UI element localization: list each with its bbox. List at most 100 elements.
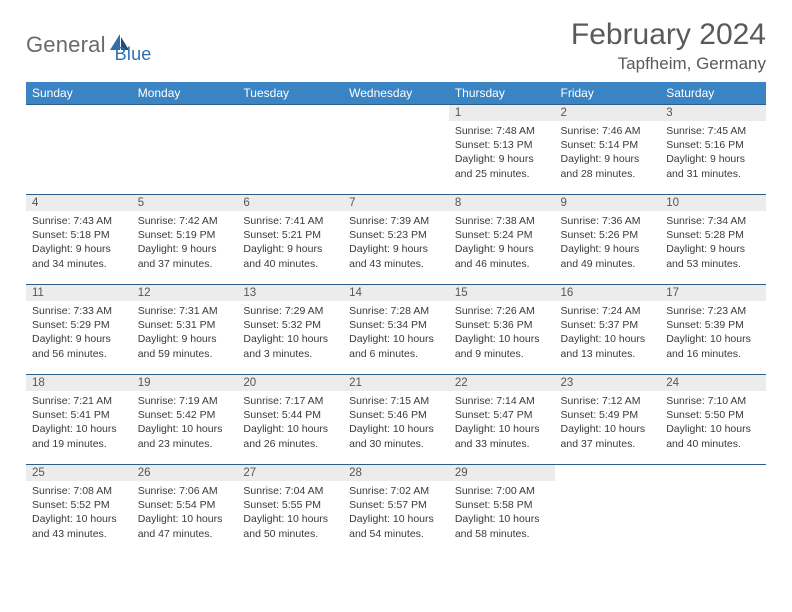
daylight-text: and 25 minutes. xyxy=(455,167,549,181)
day-number: 1 xyxy=(449,105,555,121)
daylight-text: and 16 minutes. xyxy=(666,347,760,361)
day-number: 17 xyxy=(660,285,766,301)
day-number: 13 xyxy=(237,285,343,301)
calendar-row: 25Sunrise: 7:08 AMSunset: 5:52 PMDayligh… xyxy=(26,465,766,555)
calendar-cell: 3Sunrise: 7:45 AMSunset: 5:16 PMDaylight… xyxy=(660,105,766,195)
day-number: 23 xyxy=(555,375,661,391)
day-body: Sunrise: 7:36 AMSunset: 5:26 PMDaylight:… xyxy=(555,211,661,275)
day-number: 27 xyxy=(237,465,343,481)
day-number: 10 xyxy=(660,195,766,211)
daylight-text: and 50 minutes. xyxy=(243,527,337,541)
day-body: Sunrise: 7:41 AMSunset: 5:21 PMDaylight:… xyxy=(237,211,343,275)
day-number: 9 xyxy=(555,195,661,211)
sunrise-text: Sunrise: 7:00 AM xyxy=(455,484,549,498)
calendar-cell: 11Sunrise: 7:33 AMSunset: 5:29 PMDayligh… xyxy=(26,285,132,375)
day-body: Sunrise: 7:17 AMSunset: 5:44 PMDaylight:… xyxy=(237,391,343,455)
day-body: Sunrise: 7:42 AMSunset: 5:19 PMDaylight:… xyxy=(132,211,238,275)
daylight-text: Daylight: 10 hours xyxy=(561,422,655,436)
sunrise-text: Sunrise: 7:39 AM xyxy=(349,214,443,228)
day-body: Sunrise: 7:43 AMSunset: 5:18 PMDaylight:… xyxy=(26,211,132,275)
day-body: Sunrise: 7:45 AMSunset: 5:16 PMDaylight:… xyxy=(660,121,766,185)
day-number: 19 xyxy=(132,375,238,391)
daylight-text: Daylight: 10 hours xyxy=(349,422,443,436)
calendar-cell xyxy=(237,105,343,195)
day-body: Sunrise: 7:04 AMSunset: 5:55 PMDaylight:… xyxy=(237,481,343,545)
day-number: 25 xyxy=(26,465,132,481)
calendar-row: 4Sunrise: 7:43 AMSunset: 5:18 PMDaylight… xyxy=(26,195,766,285)
sunrise-text: Sunrise: 7:41 AM xyxy=(243,214,337,228)
calendar-cell xyxy=(660,465,766,555)
calendar-cell: 27Sunrise: 7:04 AMSunset: 5:55 PMDayligh… xyxy=(237,465,343,555)
calendar-cell: 16Sunrise: 7:24 AMSunset: 5:37 PMDayligh… xyxy=(555,285,661,375)
day-number: 18 xyxy=(26,375,132,391)
daylight-text: Daylight: 9 hours xyxy=(666,242,760,256)
daylight-text: Daylight: 9 hours xyxy=(32,332,126,346)
daylight-text: and 33 minutes. xyxy=(455,437,549,451)
day-number xyxy=(555,465,661,481)
calendar-row: 11Sunrise: 7:33 AMSunset: 5:29 PMDayligh… xyxy=(26,285,766,375)
day-number: 28 xyxy=(343,465,449,481)
calendar-cell: 8Sunrise: 7:38 AMSunset: 5:24 PMDaylight… xyxy=(449,195,555,285)
daylight-text: Daylight: 10 hours xyxy=(138,422,232,436)
day-number: 6 xyxy=(237,195,343,211)
sunrise-text: Sunrise: 7:06 AM xyxy=(138,484,232,498)
day-number xyxy=(26,105,132,121)
sunrise-text: Sunrise: 7:29 AM xyxy=(243,304,337,318)
sunset-text: Sunset: 5:36 PM xyxy=(455,318,549,332)
daylight-text: and 49 minutes. xyxy=(561,257,655,271)
sunrise-text: Sunrise: 7:19 AM xyxy=(138,394,232,408)
sunset-text: Sunset: 5:39 PM xyxy=(666,318,760,332)
day-body: Sunrise: 7:34 AMSunset: 5:28 PMDaylight:… xyxy=(660,211,766,275)
col-sun: Sunday xyxy=(26,82,132,105)
calendar-cell: 9Sunrise: 7:36 AMSunset: 5:26 PMDaylight… xyxy=(555,195,661,285)
sunrise-text: Sunrise: 7:31 AM xyxy=(138,304,232,318)
sunset-text: Sunset: 5:46 PM xyxy=(349,408,443,422)
sunset-text: Sunset: 5:21 PM xyxy=(243,228,337,242)
day-number: 15 xyxy=(449,285,555,301)
daylight-text: Daylight: 10 hours xyxy=(666,422,760,436)
calendar-cell: 13Sunrise: 7:29 AMSunset: 5:32 PMDayligh… xyxy=(237,285,343,375)
day-body: Sunrise: 7:14 AMSunset: 5:47 PMDaylight:… xyxy=(449,391,555,455)
col-tue: Tuesday xyxy=(237,82,343,105)
calendar-row: 1Sunrise: 7:48 AMSunset: 5:13 PMDaylight… xyxy=(26,105,766,195)
daylight-text: and 6 minutes. xyxy=(349,347,443,361)
daylight-text: Daylight: 9 hours xyxy=(455,152,549,166)
sunset-text: Sunset: 5:29 PM xyxy=(32,318,126,332)
day-body: Sunrise: 7:46 AMSunset: 5:14 PMDaylight:… xyxy=(555,121,661,185)
weekday-header-row: Sunday Monday Tuesday Wednesday Thursday… xyxy=(26,82,766,105)
day-number: 2 xyxy=(555,105,661,121)
sunset-text: Sunset: 5:34 PM xyxy=(349,318,443,332)
calendar-cell: 5Sunrise: 7:42 AMSunset: 5:19 PMDaylight… xyxy=(132,195,238,285)
daylight-text: Daylight: 9 hours xyxy=(561,242,655,256)
calendar-cell: 20Sunrise: 7:17 AMSunset: 5:44 PMDayligh… xyxy=(237,375,343,465)
day-body: Sunrise: 7:15 AMSunset: 5:46 PMDaylight:… xyxy=(343,391,449,455)
calendar-cell: 2Sunrise: 7:46 AMSunset: 5:14 PMDaylight… xyxy=(555,105,661,195)
daylight-text: and 37 minutes. xyxy=(138,257,232,271)
sunset-text: Sunset: 5:41 PM xyxy=(32,408,126,422)
daylight-text: Daylight: 9 hours xyxy=(561,152,655,166)
logo: General Blue xyxy=(26,18,152,65)
daylight-text: and 59 minutes. xyxy=(138,347,232,361)
col-mon: Monday xyxy=(132,82,238,105)
daylight-text: Daylight: 9 hours xyxy=(32,242,126,256)
calendar-cell: 15Sunrise: 7:26 AMSunset: 5:36 PMDayligh… xyxy=(449,285,555,375)
day-body: Sunrise: 7:48 AMSunset: 5:13 PMDaylight:… xyxy=(449,121,555,185)
day-number: 20 xyxy=(237,375,343,391)
sunset-text: Sunset: 5:31 PM xyxy=(138,318,232,332)
col-wed: Wednesday xyxy=(343,82,449,105)
day-number: 21 xyxy=(343,375,449,391)
sunset-text: Sunset: 5:49 PM xyxy=(561,408,655,422)
day-body: Sunrise: 7:02 AMSunset: 5:57 PMDaylight:… xyxy=(343,481,449,545)
daylight-text: Daylight: 10 hours xyxy=(455,512,549,526)
daylight-text: Daylight: 10 hours xyxy=(243,422,337,436)
day-number: 11 xyxy=(26,285,132,301)
day-number: 8 xyxy=(449,195,555,211)
daylight-text: and 31 minutes. xyxy=(666,167,760,181)
daylight-text: and 53 minutes. xyxy=(666,257,760,271)
daylight-text: Daylight: 10 hours xyxy=(32,512,126,526)
sunrise-text: Sunrise: 7:46 AM xyxy=(561,124,655,138)
sunrise-text: Sunrise: 7:26 AM xyxy=(455,304,549,318)
sunrise-text: Sunrise: 7:04 AM xyxy=(243,484,337,498)
sunrise-text: Sunrise: 7:14 AM xyxy=(455,394,549,408)
calendar-cell: 25Sunrise: 7:08 AMSunset: 5:52 PMDayligh… xyxy=(26,465,132,555)
